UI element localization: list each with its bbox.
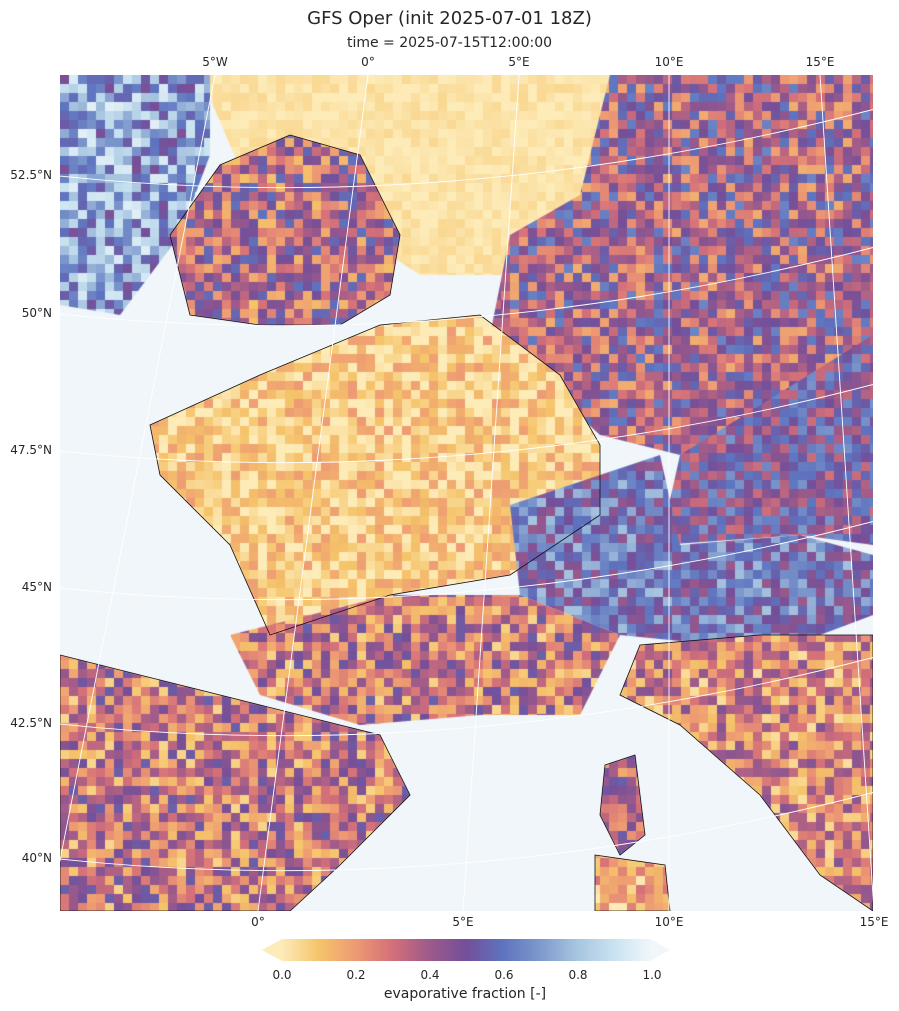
lat-label: 45°N: [21, 580, 52, 594]
coastline: [619, 634, 873, 911]
lon-label: 15°E: [805, 55, 835, 69]
colorbar-tick: 0.2: [346, 968, 366, 982]
plot-title: GFS Oper (init 2025-07-01 18Z): [307, 8, 592, 29]
colorbar: [262, 939, 670, 961]
evaporative-fraction-field: [60, 75, 873, 911]
map-overlay: [60, 75, 873, 911]
lon-label: 0°: [361, 55, 375, 69]
colorbar-tick: 0.8: [568, 968, 588, 982]
latitude-gridline: [60, 791, 873, 872]
longitude-gridline: [819, 75, 873, 903]
latitude-gridline: [60, 108, 873, 189]
lon-label: 5°E: [452, 915, 474, 929]
longitude-gridline: [462, 75, 520, 911]
longitude-gridline: [60, 75, 216, 863]
lon-label: 5°W: [202, 55, 228, 69]
coastline: [169, 134, 401, 326]
colorbar-tick: 0.6: [494, 968, 514, 982]
colorbar-tick: 1.0: [642, 968, 662, 982]
coastline: [149, 314, 601, 636]
latitude-gridline: [60, 656, 873, 737]
colorbar-tick: 0.4: [420, 968, 440, 982]
lat-label: 52.5°N: [10, 168, 52, 182]
map-panel: [60, 75, 873, 911]
lon-label: 10°E: [654, 55, 684, 69]
coastline: [599, 754, 646, 856]
colorbar-tick: 0.0: [272, 968, 292, 982]
lon-label: 15°E: [859, 915, 889, 929]
lat-label: 42.5°N: [10, 716, 52, 730]
latitude-gridline: [60, 520, 873, 601]
lat-label: 50°N: [21, 306, 52, 320]
latitude-gridline: [60, 383, 873, 464]
plot-subtitle: time = 2025-07-15T12:00:00: [346, 35, 553, 51]
coastline: [60, 654, 411, 911]
latitude-gridline: [60, 246, 873, 327]
lon-label: 10°E: [654, 915, 684, 929]
colorbar-gradient: [262, 939, 670, 961]
lat-label: 47.5°N: [10, 443, 52, 457]
colorbar-label: evaporative fraction [-]: [383, 986, 547, 1002]
lat-label: 40°N: [21, 851, 52, 865]
lon-label: 0°: [251, 915, 265, 929]
longitude-gridline: [257, 75, 369, 911]
lon-label: 5°E: [508, 55, 530, 69]
coastline: [594, 854, 671, 911]
